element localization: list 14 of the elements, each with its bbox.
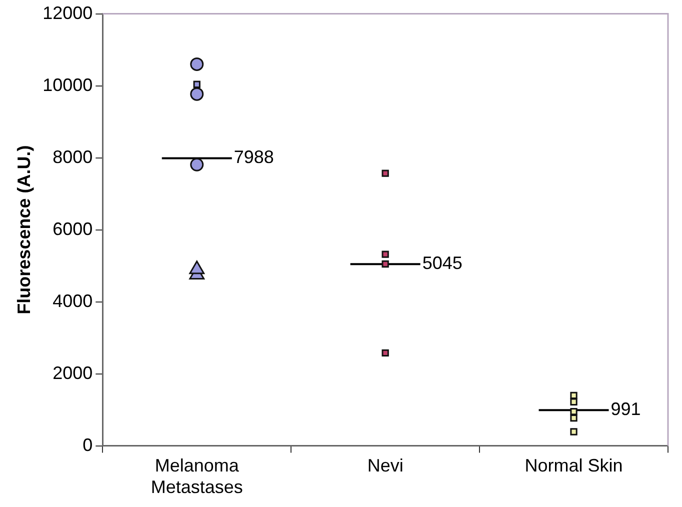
y-tick-label: 10000 [42,74,93,95]
y-tick-label: 2000 [52,362,93,383]
y-tick-label: 8000 [52,146,93,167]
annotation: 5045 [422,253,462,274]
y-tick-label: 12000 [42,2,93,23]
x-tick-label: Melanoma Metastases [150,456,243,498]
y-tick-label: 6000 [52,218,93,239]
y-axis-title: Fluorescence (A.U.) [14,145,34,314]
y-tick-label: 0 [82,434,93,455]
y-tick-label: 4000 [52,290,93,311]
x-tick-label: Normal Skin [524,456,623,476]
x-tick-label: Nevi [367,456,404,476]
annotation: 991 [610,399,641,420]
annotation: 7988 [234,147,274,168]
